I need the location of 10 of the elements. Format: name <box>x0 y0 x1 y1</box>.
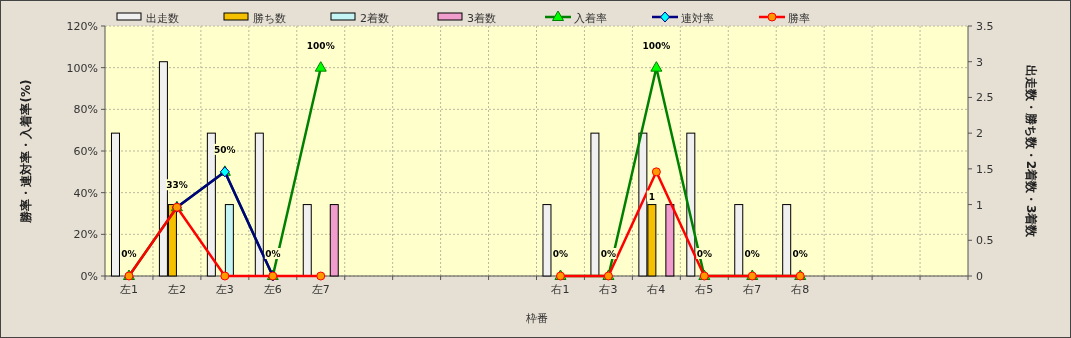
legend-label: 3着数 <box>467 12 496 25</box>
legend-label: 勝率 <box>788 12 810 25</box>
y2-axis-title: 出走数・勝ち数・2着数・3着数 <box>1024 64 1038 239</box>
legend-label: 入着率 <box>574 12 607 25</box>
x-axis-title: 枠番 <box>524 312 548 325</box>
legend-label: 出走数 <box>146 12 179 25</box>
y-axis-title: 勝率・連対率・入着率(%) <box>19 79 33 224</box>
legend-label: 勝ち数 <box>253 12 286 25</box>
legend-label: 連対率 <box>681 12 714 25</box>
legend-label: 2着数 <box>360 12 389 25</box>
